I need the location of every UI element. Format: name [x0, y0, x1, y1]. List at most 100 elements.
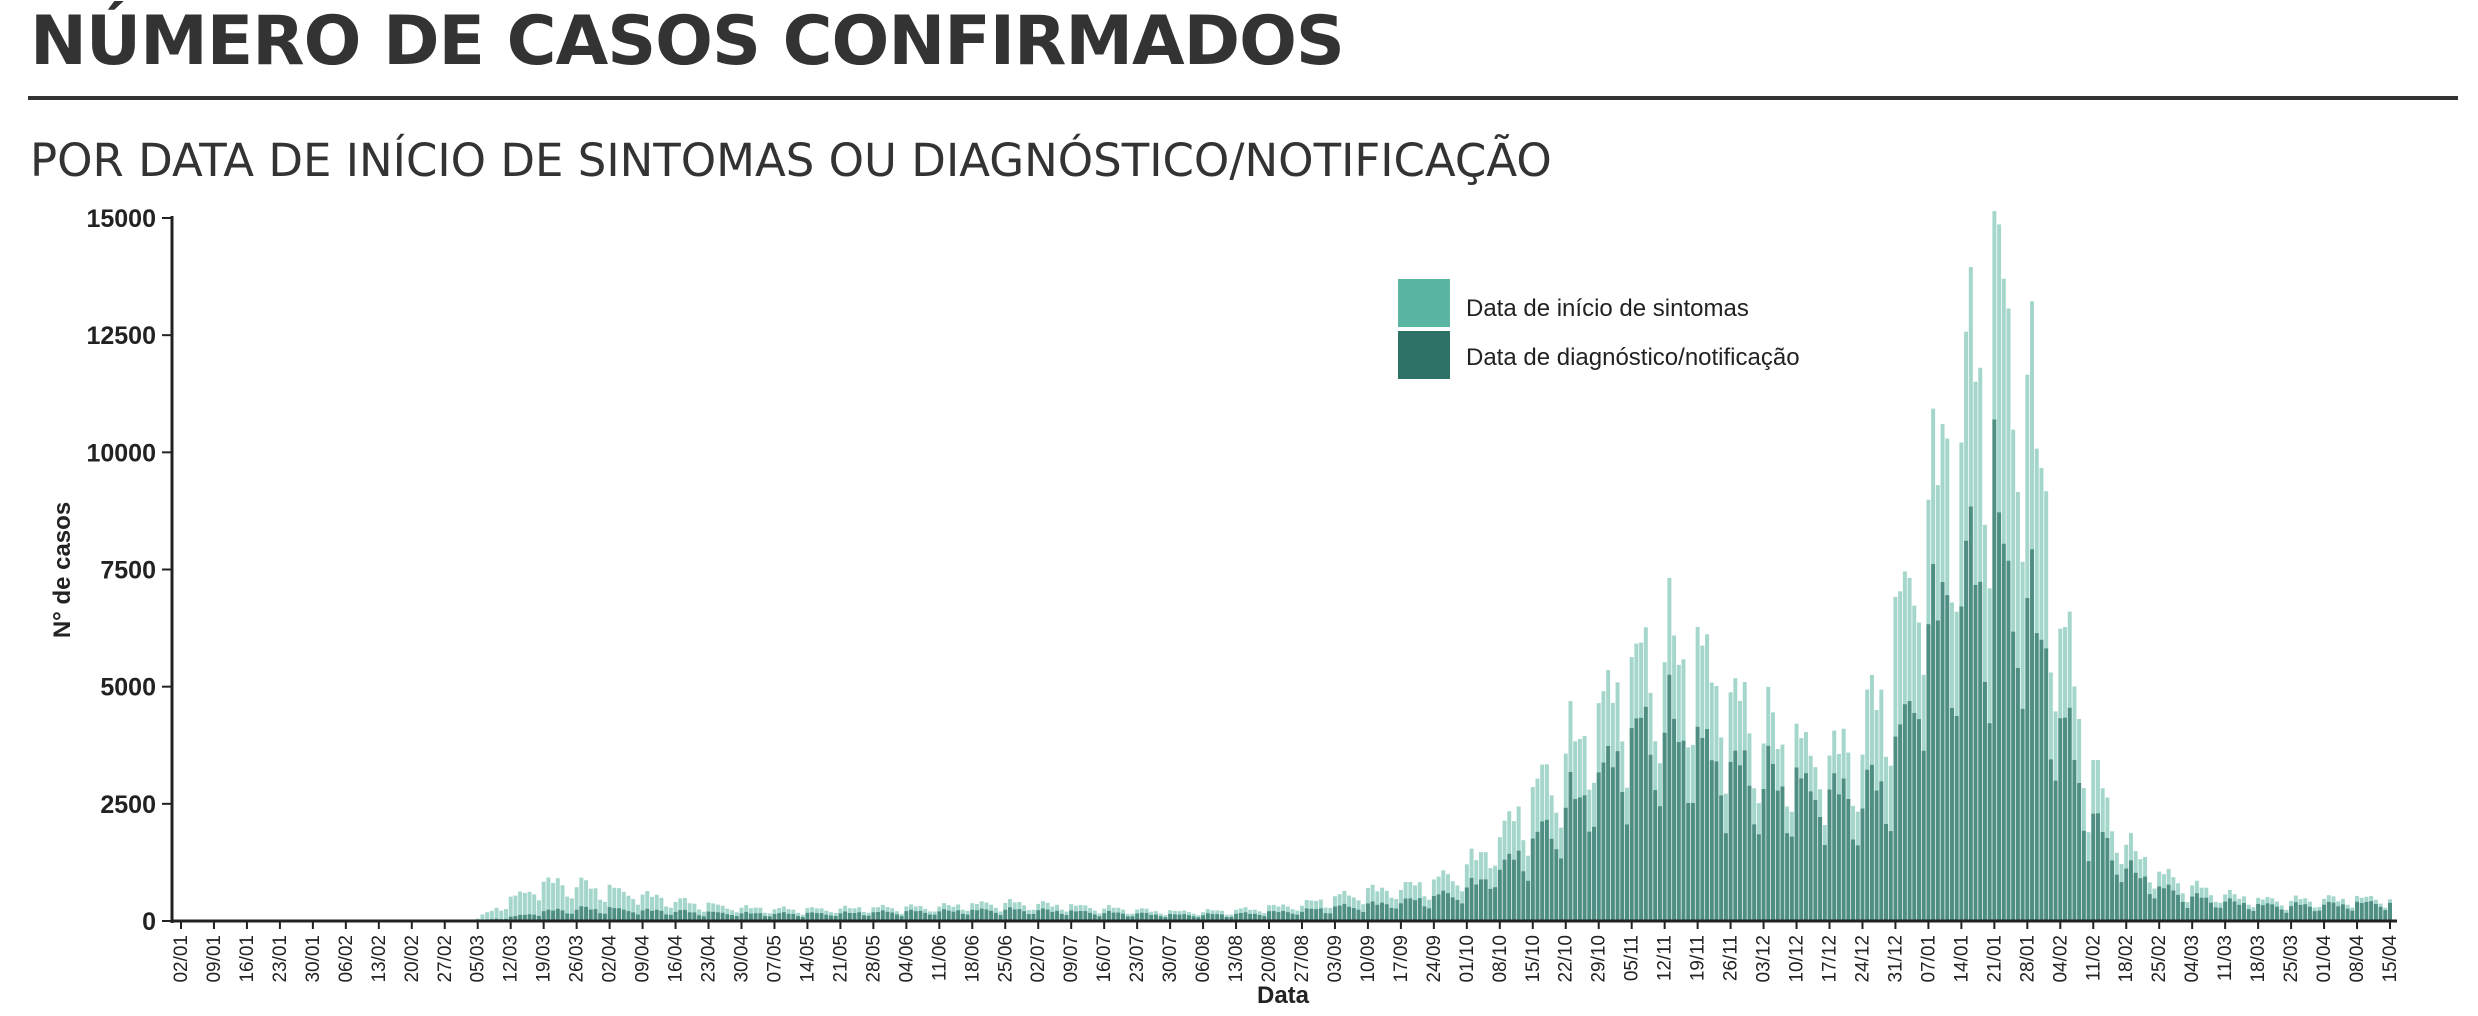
bar-diagnosis	[1347, 906, 1352, 921]
bar-diagnosis	[913, 911, 918, 921]
bar-diagnosis	[1898, 724, 1903, 921]
bar-diagnosis	[2063, 717, 2067, 921]
bar-diagnosis	[560, 910, 565, 921]
bar-diagnosis	[970, 909, 975, 921]
bar-diagnosis	[2015, 668, 2020, 921]
bar-diagnosis	[1949, 707, 1954, 921]
bar-symptoms	[518, 891, 523, 921]
page-subtitle: POR DATA DE INÍCIO DE SINTOMAS OU DIAGNÓ…	[30, 134, 1552, 187]
bar-diagnosis	[1709, 760, 1714, 921]
bar-symptoms	[678, 898, 683, 921]
bar-diagnosis	[1267, 911, 1271, 921]
bar-diagnosis	[829, 915, 833, 921]
bar-diagnosis	[1276, 912, 1281, 921]
bar-diagnosis	[1785, 833, 1790, 921]
series-diagnosis-bars	[447, 419, 2392, 921]
bar-diagnosis	[2138, 878, 2143, 921]
bar-diagnosis	[1455, 899, 1460, 921]
bar-diagnosis	[1064, 915, 1069, 921]
bar-diagnosis	[1940, 582, 1945, 921]
x-tick-label: 03/09	[1325, 935, 1346, 983]
bar-diagnosis	[1092, 914, 1097, 921]
bar-diagnosis	[678, 910, 683, 921]
bar-diagnosis	[1370, 901, 1375, 921]
bar-diagnosis	[1672, 718, 1677, 921]
bar-diagnosis	[1186, 915, 1191, 921]
bar-diagnosis	[635, 914, 640, 921]
bar-diagnosis	[1705, 729, 1710, 921]
bar-diagnosis	[852, 913, 857, 921]
x-tick-label: 25/06	[995, 935, 1016, 983]
bar-symptoms	[489, 910, 494, 921]
bar-diagnosis	[711, 911, 716, 921]
bar-diagnosis	[946, 910, 951, 921]
bar-diagnosis	[659, 910, 664, 921]
x-tick-label: 01/10	[1457, 935, 1478, 983]
bar-diagnosis	[1813, 799, 1818, 921]
bar-diagnosis	[2039, 639, 2044, 921]
bar-diagnosis	[1248, 913, 1253, 921]
bar-diagnosis	[1474, 884, 1479, 921]
bar-diagnosis	[541, 911, 546, 921]
bar-diagnosis	[1629, 728, 1634, 921]
bar-diagnosis	[937, 911, 942, 921]
bar-diagnosis	[2048, 759, 2053, 921]
bar-diagnosis	[1252, 913, 1257, 921]
bar-diagnosis	[909, 909, 914, 921]
bar-diagnosis	[1088, 912, 1093, 921]
bar-diagnosis	[1592, 826, 1596, 921]
bar-diagnosis	[1610, 767, 1615, 921]
x-tick-label: 12/11	[1655, 935, 1676, 981]
bar-diagnosis	[588, 909, 593, 921]
bar-diagnosis	[1318, 908, 1323, 921]
bar-diagnosis	[2091, 813, 2096, 921]
bar-diagnosis	[2194, 893, 2199, 921]
bar-symptoms	[612, 887, 617, 921]
bar-symptoms	[574, 887, 579, 921]
x-tick-label: 08/10	[1490, 935, 1511, 983]
x-tick-label: 06/08	[1193, 935, 1214, 983]
bar-diagnosis	[598, 913, 603, 921]
bar-diagnosis	[2176, 894, 2181, 921]
bar-diagnosis	[1945, 595, 1950, 921]
bar-symptoms	[659, 897, 664, 921]
bar-diagnosis	[2152, 898, 2157, 921]
y-tick-label: 0	[142, 908, 156, 936]
bar-diagnosis	[767, 916, 772, 921]
bar-diagnosis	[904, 911, 909, 921]
bar-diagnosis	[838, 913, 843, 921]
bar-diagnosis	[1832, 773, 1837, 921]
x-tick-label: 25/02	[2149, 935, 2170, 983]
x-tick-label: 17/09	[1391, 935, 1412, 983]
bar-diagnosis	[701, 916, 706, 921]
bar-diagnosis	[1365, 903, 1370, 921]
bar-diagnosis	[1865, 769, 1870, 921]
bar-symptoms	[631, 899, 636, 921]
bar-diagnosis	[1657, 806, 1662, 921]
bar-diagnosis	[1931, 564, 1936, 921]
bar-diagnosis	[1535, 831, 1540, 921]
bar-diagnosis	[1111, 912, 1116, 921]
bar-diagnosis	[2274, 906, 2279, 921]
x-tick-label: 22/10	[1556, 935, 1577, 983]
bar-diagnosis	[1761, 789, 1766, 921]
bar-diagnosis	[730, 915, 735, 921]
bar-diagnosis	[1568, 771, 1573, 921]
bar-diagnosis	[668, 914, 673, 921]
bar-diagnosis	[2355, 901, 2360, 921]
x-tick-label: 23/04	[699, 935, 720, 983]
bar-diagnosis	[626, 911, 631, 921]
bar-diagnosis	[1300, 911, 1304, 921]
x-tick-label: 10/12	[1787, 935, 1808, 983]
bar-diagnosis	[513, 916, 518, 921]
bar-diagnosis	[1139, 912, 1144, 921]
bar-diagnosis	[673, 911, 678, 921]
x-tick-label: 18/03	[2248, 935, 2269, 983]
bar-diagnosis	[2256, 903, 2261, 921]
bar-diagnosis	[584, 906, 589, 921]
bar-diagnosis	[1059, 913, 1064, 921]
bar-diagnosis	[654, 909, 659, 921]
bar-diagnosis	[1681, 740, 1686, 921]
bar-diagnosis	[607, 907, 612, 921]
